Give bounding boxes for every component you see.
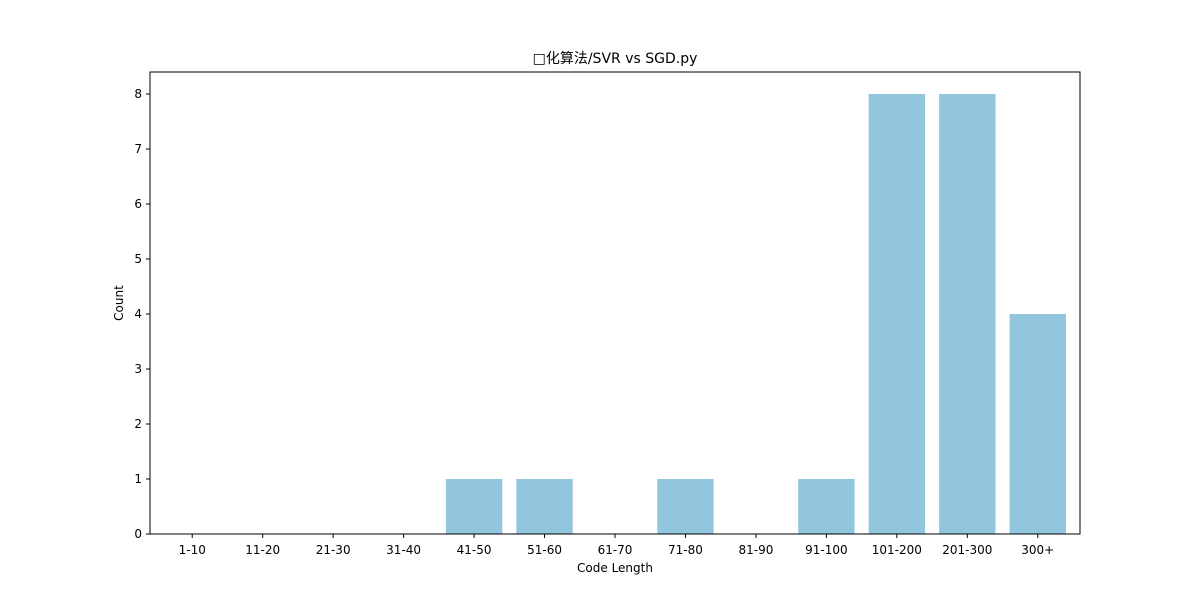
- bar-91-100: [798, 479, 855, 534]
- x-tick-label: 51-60: [527, 543, 562, 557]
- y-tick-label: 0: [134, 527, 142, 541]
- y-tick-label: 6: [134, 197, 142, 211]
- x-tick-label: 31-40: [386, 543, 421, 557]
- x-tick-label: 300+: [1021, 543, 1054, 557]
- bars-layer: [445, 94, 1066, 534]
- y-tick-label: 4: [134, 307, 142, 321]
- y-tick-label: 1: [134, 472, 142, 486]
- x-tick-label: 91-100: [805, 543, 848, 557]
- bar-101-200: [868, 94, 926, 534]
- y-tick-label: 3: [134, 362, 142, 376]
- bar-51-60: [516, 479, 573, 534]
- bar-300+: [1009, 314, 1066, 534]
- x-tick-label: 101-200: [872, 543, 922, 557]
- chart-title: □化算法/SVR vs SGD.py: [533, 51, 698, 67]
- bar-201-300: [939, 94, 996, 534]
- y-tick-label: 8: [134, 87, 142, 101]
- x-axis-label: Code Length: [577, 561, 653, 575]
- x-tick-label: 1-10: [179, 543, 206, 557]
- y-tick-label: 7: [134, 142, 142, 156]
- bar-71-80: [657, 479, 714, 534]
- y-axis-ticks: 0 1 2 3 4 5 6 7 8: [134, 87, 150, 541]
- x-tick-label: 71-80: [668, 543, 703, 557]
- x-axis-ticks: 1-10 11-20 21-30 31-40 41-50 51-60 61-70 71-80 8…: [179, 534, 1054, 557]
- x-tick-label: 41-50: [457, 543, 492, 557]
- y-axis-label: Count: [112, 285, 126, 321]
- x-tick-label: 21-30: [316, 543, 351, 557]
- x-tick-label: 11-20: [245, 543, 280, 557]
- x-tick-label: 201-300: [942, 543, 992, 557]
- plot-area-frame: [149, 71, 1081, 535]
- x-tick-label: 61-70: [598, 543, 633, 557]
- y-tick-label: 2: [134, 417, 142, 431]
- bar-41-50: [445, 479, 503, 534]
- x-tick-label: 81-90: [738, 543, 773, 557]
- y-tick-label: 5: [134, 252, 142, 266]
